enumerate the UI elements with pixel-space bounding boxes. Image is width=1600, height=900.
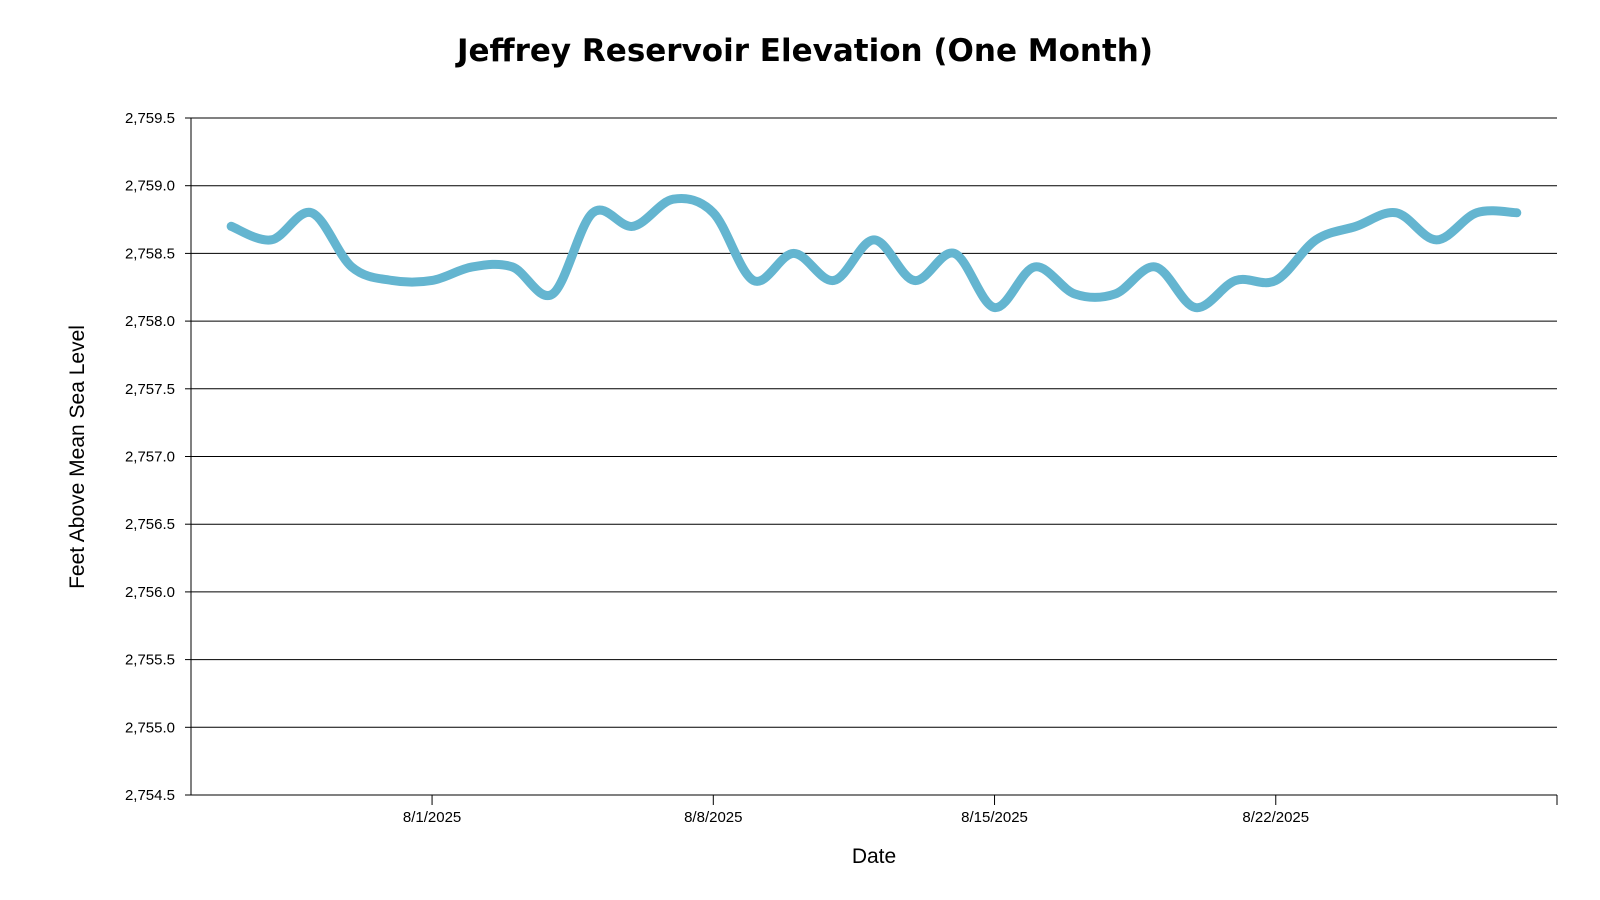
y-tick-label: 2,755.5 [125,652,175,669]
x-tick-label: 8/15/2025 [961,809,1028,826]
x-axis-ticks: 8/1/2025 8/8/2025 8/15/2025 8/22/2025 [403,795,1558,826]
y-axis-label: Feet Above Mean Sea Level [66,325,89,589]
chart-title: Jeffrey Reservoir Elevation (One Month) [455,33,1153,69]
y-tick-label: 2,759.5 [125,110,175,127]
y-tick-label: 2,757.5 [125,381,175,398]
y-tick-label: 2,754.5 [125,787,175,804]
y-tick-label: 2,758.5 [125,245,175,262]
y-tick-label: 2,757.0 [125,449,175,466]
x-tick-label: 8/22/2025 [1242,809,1309,826]
y-tick-label: 2,756.0 [125,584,175,601]
y-tick-label: 2,758.0 [125,313,175,330]
y-tick-label: 2,756.5 [125,516,175,533]
y-tick-label: 2,759.0 [125,178,175,195]
x-tick-label: 8/8/2025 [684,809,742,826]
series-line [226,193,1522,313]
gridlines [191,117,1557,728]
x-tick-label: 8/1/2025 [403,809,461,826]
y-axis-ticks: 2,754.5 2,755.0 2,755.5 2,756.0 2,756.5 2,757… [125,110,191,804]
y-tick-label: 2,755.0 [125,719,175,736]
x-axis-label: Date [852,845,896,868]
